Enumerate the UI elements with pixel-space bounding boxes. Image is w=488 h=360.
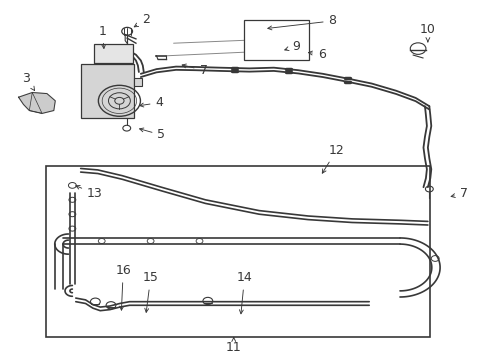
Bar bbox=[46, 166, 429, 337]
Text: 4: 4 bbox=[140, 96, 163, 109]
Text: 8: 8 bbox=[267, 14, 336, 30]
Bar bbox=[134, 78, 142, 86]
Text: 7: 7 bbox=[450, 187, 467, 200]
Text: 13: 13 bbox=[76, 185, 102, 200]
Text: 6: 6 bbox=[308, 48, 325, 60]
Text: 5: 5 bbox=[139, 128, 165, 141]
Text: 12: 12 bbox=[322, 144, 344, 173]
Text: 11: 11 bbox=[225, 338, 241, 354]
Text: 9: 9 bbox=[284, 40, 300, 53]
Text: 10: 10 bbox=[419, 23, 435, 42]
Text: 7: 7 bbox=[182, 64, 207, 77]
Text: 1: 1 bbox=[99, 25, 106, 49]
Polygon shape bbox=[19, 93, 55, 113]
Text: 2: 2 bbox=[134, 13, 149, 27]
Bar bbox=[81, 64, 134, 118]
Bar bbox=[94, 44, 133, 63]
Text: 3: 3 bbox=[22, 72, 35, 90]
Text: 16: 16 bbox=[115, 264, 131, 310]
Bar bbox=[244, 20, 308, 60]
Text: 14: 14 bbox=[236, 271, 252, 314]
Text: 15: 15 bbox=[142, 271, 158, 312]
